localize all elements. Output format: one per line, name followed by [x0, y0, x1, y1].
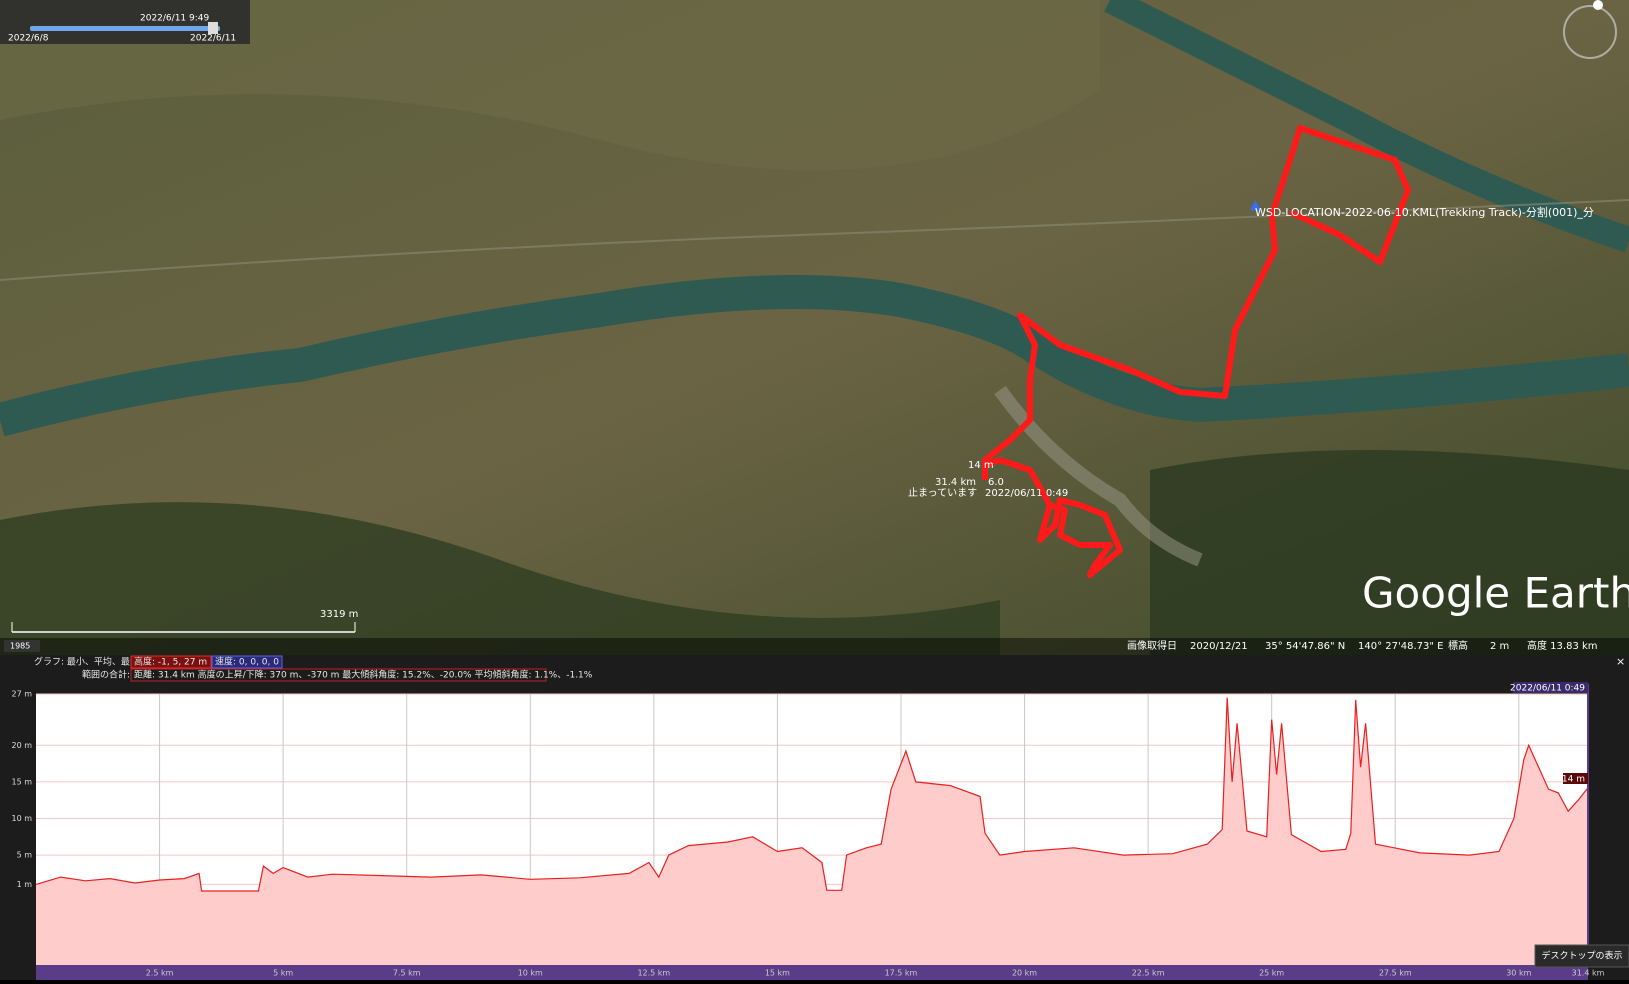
compass-north[interactable]	[1593, 0, 1603, 10]
year-box	[4, 640, 40, 652]
x-tick-label: 5 km	[273, 969, 293, 978]
cursor-value-box	[1563, 773, 1588, 784]
range-label: 範囲の合計:	[82, 669, 130, 681]
compass-ring[interactable]	[1563, 5, 1617, 59]
x-tick-label: 30 km	[1506, 969, 1531, 978]
point-distance: 31.4 km	[935, 477, 976, 488]
hills	[0, 502, 1000, 655]
scale-label: 3319 m	[320, 609, 358, 620]
x-tick-label: 20 km	[1012, 969, 1037, 978]
y-tick-label: 15 m	[11, 777, 32, 786]
slider-thumb[interactable]	[208, 22, 218, 34]
track[interactable]	[982, 125, 1411, 480]
point-time: 2022/06/11 0:49	[985, 488, 1068, 499]
y-tick-label: 1 m	[17, 880, 33, 889]
y-tick-label: 27 m	[11, 690, 32, 699]
x-tick-label: 15 km	[765, 969, 790, 978]
hills	[1150, 450, 1629, 655]
imagery-label: 画像取得日	[1127, 640, 1177, 652]
map-view[interactable]: WSD-LOCATION-2022-06-10.KML(Trekking Tra…	[0, 0, 1629, 655]
x-tick-label: 25 km	[1259, 969, 1284, 978]
slider-end: 2022/6/11	[190, 34, 236, 44]
slider-current: 2022/6/11 9:49	[140, 14, 209, 24]
elevation: 2 m	[1490, 641, 1509, 652]
slider-track[interactable]	[30, 26, 220, 31]
logo: Google Earth	[1362, 569, 1629, 618]
slider-start: 2022/6/8	[8, 34, 49, 44]
road	[0, 199, 1629, 281]
range-box	[130, 668, 547, 682]
river	[0, 275, 1629, 437]
track[interactable]	[984, 457, 1123, 578]
y-tick-label: 5 m	[17, 851, 33, 860]
tooltip-box	[1534, 944, 1629, 968]
track-start-icon[interactable]	[1250, 200, 1262, 212]
x-tick-label: 27.5 km	[1379, 969, 1412, 978]
point-speed: 6.0	[988, 477, 1004, 488]
point-altitude: 14 m	[968, 460, 994, 471]
altitude-stats: 高度: -1, 5, 27 m	[134, 656, 207, 668]
y-tick-label: 20 m	[11, 741, 32, 750]
status-bg	[0, 638, 1629, 655]
x-tick-label: 12.5 km	[637, 969, 670, 978]
elevation-area	[36, 697, 1588, 965]
x-tick-label: 7.5 km	[393, 969, 421, 978]
elevation-profile: 1 m 5 m 10 m 15 m 20 m 27 m 2.5 km 5 km 7.5 km 10…	[11, 682, 1629, 978]
x-tick-label: 17.5 km	[885, 969, 918, 978]
track-label[interactable]: WSD-LOCATION-2022-06-10.KML(Trekking Tra…	[1255, 205, 1594, 219]
status-bar: 1985 画像取得日 2020/12/21 35° 54'47.86" N 14…	[0, 638, 1629, 655]
altitude-box[interactable]	[130, 655, 212, 669]
range-stats: 距離: 31.4 km 高度の上昇/下降: 370 m、-370 m 最大傾斜角…	[134, 669, 593, 681]
year: 1985	[10, 642, 30, 651]
graph-label: グラフ: 最小、平均、最大:	[34, 656, 142, 668]
x-tick-label: 31.4 km	[1572, 969, 1605, 978]
elevation-label: 標高	[1448, 639, 1468, 652]
point-status: 止まっています	[908, 487, 977, 499]
cursor-value: 14 m	[1562, 775, 1585, 785]
speed-box[interactable]	[211, 655, 283, 669]
x-tick-label: 22.5 km	[1132, 969, 1165, 978]
close-button[interactable]: ×	[1616, 655, 1625, 668]
imagery-date: 2020/12/21	[1190, 641, 1248, 652]
town	[994, 385, 1203, 567]
x-tick-label: 2.5 km	[146, 969, 174, 978]
elevation-line	[35, 697, 1589, 892]
tooltip: デスクトップの表示	[1541, 950, 1622, 962]
time-slider[interactable]: 2022/6/11 9:49 2022/6/8 2022/6/11	[0, 0, 250, 44]
x-axis-bar	[36, 965, 1588, 980]
altitude: 高度 13.83 km	[1527, 639, 1598, 652]
cursor-time: 2022/06/11 0:49	[1510, 684, 1585, 694]
latitude: 35° 54'47.86" N	[1265, 641, 1345, 652]
x-tick-label: 10 km	[518, 969, 543, 978]
speed-stats: 速度: 0, 0, 0, 0	[215, 656, 279, 668]
longitude: 140° 27'48.73" E	[1358, 641, 1443, 652]
fields	[0, 0, 1100, 171]
compass[interactable]	[1563, 0, 1617, 59]
cursor-time-box	[1513, 682, 1588, 693]
y-tick-label: 10 m	[11, 814, 32, 823]
river	[1104, 0, 1629, 253]
